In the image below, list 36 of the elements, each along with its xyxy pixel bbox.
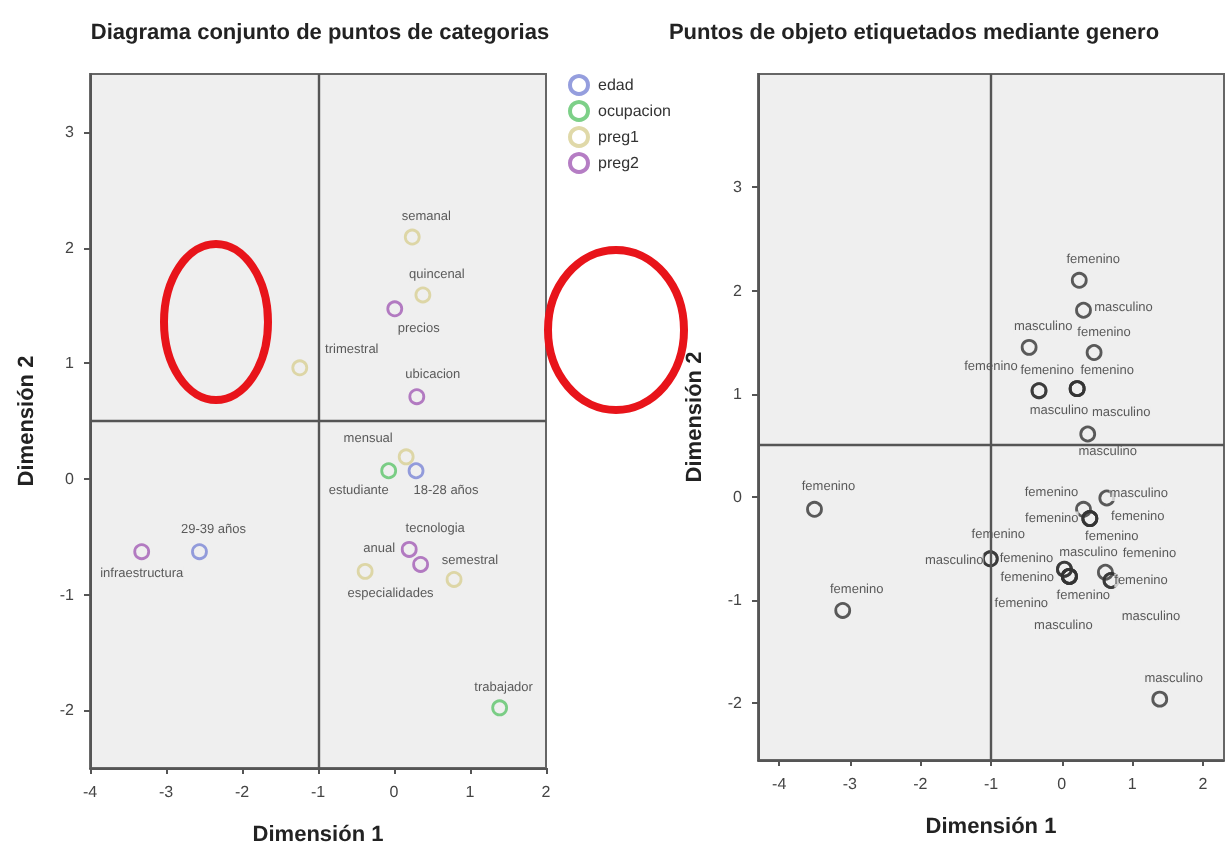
y-tick-label: -2 <box>727 694 744 713</box>
y-tick-label: 2 <box>733 281 744 300</box>
x-tick-label: 0 <box>389 783 400 801</box>
y-tick-label: 0 <box>65 469 76 488</box>
x-tick-label: -3 <box>158 783 175 801</box>
x-tick-label: -4 <box>82 783 99 801</box>
y-tick-label: 1 <box>733 384 744 403</box>
x-axis-title: Dimensión 1 <box>252 823 384 847</box>
legend-label: preg2 <box>598 154 641 172</box>
y-axis-title: Dimensión 2 <box>15 355 39 487</box>
x-tick-label: -1 <box>983 775 1000 793</box>
legend-label: edad <box>598 76 634 94</box>
x-tick-label: 1 <box>1127 775 1138 793</box>
y-tick-label: 3 <box>733 178 744 197</box>
x-tick-label: -4 <box>772 775 788 793</box>
x-tick-label: 2 <box>1198 775 1209 793</box>
legend-label: preg1 <box>598 128 641 146</box>
y-tick-label: -2 <box>59 701 76 720</box>
x-tick-label: -2 <box>234 783 251 801</box>
y-tick-label: 3 <box>65 122 76 141</box>
x-tick-label: 2 <box>541 783 552 801</box>
x-axis-title: Dimensión 1 <box>925 815 1057 839</box>
y-tick-label: -1 <box>59 585 76 604</box>
y-tick-label: 2 <box>65 238 76 257</box>
y-tick-label: 1 <box>65 354 76 373</box>
y-tick-label: 0 <box>733 487 744 506</box>
y-tick-label: -1 <box>727 591 744 610</box>
x-tick-label: -1 <box>310 783 327 801</box>
x-tick-label: -2 <box>913 775 929 793</box>
y-axis-title: Dimensión 2 <box>682 351 707 483</box>
chart-title: Puntos de objeto etiquetados mediante genero <box>668 21 1160 45</box>
x-tick-label: 0 <box>1057 775 1068 793</box>
legend-label: ocupacion <box>598 102 671 120</box>
x-tick-label: 1 <box>465 783 476 801</box>
x-tick-label: -3 <box>842 775 858 793</box>
chart-title: Diagrama conjunto de puntos de categorias <box>90 21 550 45</box>
